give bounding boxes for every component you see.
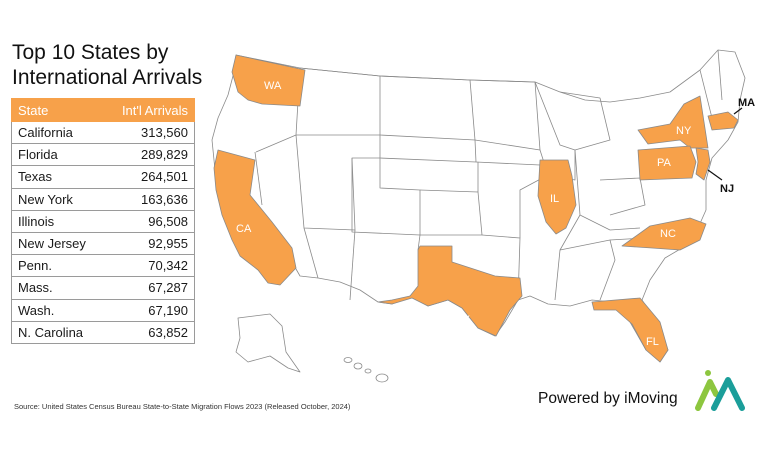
logo-dot	[705, 370, 711, 376]
imoving-logo-icon	[694, 368, 752, 417]
title-line-2: International Arrivals	[12, 66, 203, 89]
state-ak	[235, 313, 301, 373]
us-map: WA CA TX IL NY PA NC FL MA NJ	[190, 38, 760, 388]
row-value: 313,560	[103, 120, 195, 145]
table-row: N. Carolina 63,852	[11, 320, 195, 344]
header-arrivals: Int'l Arrivals	[103, 98, 195, 122]
label-ny: NY	[676, 125, 692, 137]
state-nc	[621, 217, 707, 251]
state-nj	[695, 147, 711, 181]
state-wa	[231, 54, 306, 107]
state-labels: WA CA TX IL NY PA NC FL	[236, 80, 692, 348]
table-row: New York 163,636	[11, 187, 195, 211]
state-il	[537, 159, 577, 235]
table-row: Texas 264,501	[11, 165, 195, 189]
row-value: 289,829	[103, 143, 195, 167]
source-note: Source: United States Census Bureau Stat…	[14, 402, 351, 411]
row-state: Illinois	[11, 209, 104, 233]
label-nc: NC	[660, 228, 676, 240]
row-value: 67,190	[103, 298, 195, 322]
row-value: 264,501	[103, 165, 195, 189]
logo-right-stroke	[711, 377, 745, 411]
title-line-1: Top 10 States by	[12, 41, 169, 64]
nj-leader-line	[707, 169, 723, 181]
logo-left-stroke	[695, 379, 719, 411]
state-ca	[213, 149, 297, 286]
label-nj: NJ	[720, 183, 734, 195]
row-state: N. Carolina	[11, 320, 104, 344]
label-fl: FL	[646, 336, 659, 348]
row-value: 92,955	[103, 231, 195, 256]
state-pa	[637, 145, 697, 181]
callout-labels: MA NJ	[720, 97, 755, 195]
row-value: 96,508	[103, 209, 195, 233]
table-row: Illinois 96,508	[11, 209, 195, 233]
arrivals-table: State Int'l Arrivals California 313,560 F…	[10, 98, 195, 344]
label-il: IL	[550, 193, 559, 205]
row-value: 163,636	[103, 187, 195, 211]
label-ca: CA	[236, 223, 252, 235]
table-row: Florida 289,829	[11, 143, 195, 167]
state-hi	[343, 357, 389, 383]
row-state: Texas	[11, 165, 104, 189]
table-row: Penn. 70,342	[11, 254, 195, 278]
table-header-row: State Int'l Arrivals	[10, 98, 195, 122]
table-row: California 313,560	[11, 120, 195, 145]
row-value: 70,342	[103, 254, 195, 278]
chart-title: Top 10 States by International Arrivals	[12, 40, 202, 90]
row-state: New York	[11, 187, 104, 211]
highlighted-states	[213, 54, 739, 363]
row-state: California	[11, 120, 104, 145]
table-row: Wash. 67,190	[11, 298, 195, 322]
us-map-svg: WA CA TX IL NY PA NC FL MA NJ	[211, 49, 755, 383]
state-tx	[377, 245, 523, 337]
table-row: New Jersey 92,955	[11, 231, 195, 256]
state-fl	[591, 297, 669, 363]
row-state: Mass.	[11, 276, 104, 300]
state-ny	[637, 95, 709, 149]
row-state: Wash.	[11, 298, 104, 322]
state-ma	[707, 111, 739, 131]
label-tx: TX	[456, 314, 471, 326]
ma-leader-line	[733, 107, 743, 115]
row-state: New Jersey	[11, 231, 104, 256]
label-wa: WA	[264, 80, 282, 92]
table-row: Mass. 67,287	[11, 276, 195, 300]
row-value: 67,287	[103, 276, 195, 300]
row-state: Penn.	[11, 254, 104, 278]
powered-by-text: Powered by iMoving	[538, 390, 678, 407]
row-value: 63,852	[103, 320, 195, 344]
row-state: Florida	[11, 143, 104, 167]
header-state: State	[10, 98, 105, 122]
label-pa: PA	[657, 157, 672, 169]
label-ma: MA	[738, 97, 755, 109]
